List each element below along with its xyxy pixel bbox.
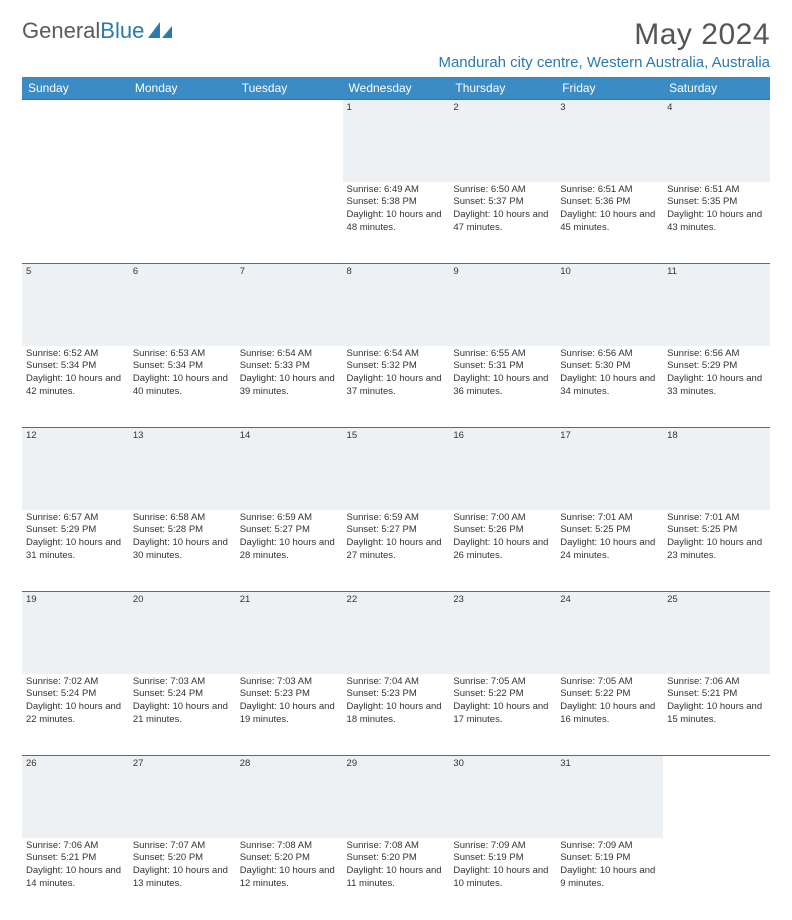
- day-number-row: 1234: [22, 100, 770, 182]
- day-detail-cell: Sunrise: 6:49 AM Sunset: 5:38 PM Dayligh…: [343, 182, 450, 264]
- day-number-cell: 27: [129, 756, 236, 838]
- day-detail-cell: Sunrise: 7:01 AM Sunset: 5:25 PM Dayligh…: [556, 510, 663, 592]
- day-number-cell: [236, 100, 343, 182]
- day-detail-cell: [22, 182, 129, 264]
- day-detail-cell: Sunrise: 6:56 AM Sunset: 5:29 PM Dayligh…: [663, 346, 770, 428]
- day-detail-cell: [236, 182, 343, 264]
- logo-sail-icon: [148, 22, 174, 40]
- day-number-row: 19202122232425: [22, 592, 770, 674]
- day-detail-row: Sunrise: 6:57 AM Sunset: 5:29 PM Dayligh…: [22, 510, 770, 592]
- weekday-header: Sunday: [22, 77, 129, 100]
- day-detail-row: Sunrise: 6:52 AM Sunset: 5:34 PM Dayligh…: [22, 346, 770, 428]
- day-number-cell: 2: [449, 100, 556, 182]
- day-number-cell: 12: [22, 428, 129, 510]
- day-detail-cell: Sunrise: 6:59 AM Sunset: 5:27 PM Dayligh…: [343, 510, 450, 592]
- title-block: May 2024 Mandurah city centre, Western A…: [438, 18, 770, 71]
- day-number-cell: 7: [236, 264, 343, 346]
- day-detail-cell: Sunrise: 6:51 AM Sunset: 5:35 PM Dayligh…: [663, 182, 770, 264]
- location: Mandurah city centre, Western Australia,…: [438, 54, 770, 71]
- day-detail-cell: Sunrise: 7:07 AM Sunset: 5:20 PM Dayligh…: [129, 838, 236, 920]
- logo: GeneralBlue: [22, 18, 174, 44]
- day-detail-cell: Sunrise: 6:54 AM Sunset: 5:33 PM Dayligh…: [236, 346, 343, 428]
- day-number-cell: 17: [556, 428, 663, 510]
- day-detail-cell: [663, 838, 770, 920]
- day-number-cell: 18: [663, 428, 770, 510]
- day-number-cell: 15: [343, 428, 450, 510]
- day-detail-row: Sunrise: 7:06 AM Sunset: 5:21 PM Dayligh…: [22, 838, 770, 920]
- weekday-header: Saturday: [663, 77, 770, 100]
- day-number-cell: 16: [449, 428, 556, 510]
- month-title: May 2024: [438, 18, 770, 52]
- day-number-cell: 25: [663, 592, 770, 674]
- day-number-cell: [22, 100, 129, 182]
- weekday-header: Tuesday: [236, 77, 343, 100]
- day-number-cell: 24: [556, 592, 663, 674]
- day-detail-cell: Sunrise: 7:05 AM Sunset: 5:22 PM Dayligh…: [449, 674, 556, 756]
- weekday-header: Wednesday: [343, 77, 450, 100]
- day-detail-row: Sunrise: 6:49 AM Sunset: 5:38 PM Dayligh…: [22, 182, 770, 264]
- day-number-row: 262728293031: [22, 756, 770, 838]
- weekday-header-row: SundayMondayTuesdayWednesdayThursdayFrid…: [22, 77, 770, 100]
- day-detail-cell: Sunrise: 6:52 AM Sunset: 5:34 PM Dayligh…: [22, 346, 129, 428]
- day-detail-cell: Sunrise: 7:00 AM Sunset: 5:26 PM Dayligh…: [449, 510, 556, 592]
- day-number-cell: 30: [449, 756, 556, 838]
- day-detail-cell: Sunrise: 7:03 AM Sunset: 5:24 PM Dayligh…: [129, 674, 236, 756]
- day-number-cell: 6: [129, 264, 236, 346]
- weekday-header: Friday: [556, 77, 663, 100]
- day-number-cell: 14: [236, 428, 343, 510]
- day-number-cell: 13: [129, 428, 236, 510]
- day-number-cell: 9: [449, 264, 556, 346]
- day-number-cell: 19: [22, 592, 129, 674]
- day-detail-cell: Sunrise: 7:02 AM Sunset: 5:24 PM Dayligh…: [22, 674, 129, 756]
- day-detail-cell: Sunrise: 6:58 AM Sunset: 5:28 PM Dayligh…: [129, 510, 236, 592]
- day-detail-row: Sunrise: 7:02 AM Sunset: 5:24 PM Dayligh…: [22, 674, 770, 756]
- day-number-cell: [663, 756, 770, 838]
- calendar-table: SundayMondayTuesdayWednesdayThursdayFrid…: [22, 77, 770, 920]
- day-number-cell: 11: [663, 264, 770, 346]
- day-number-cell: 21: [236, 592, 343, 674]
- day-number-cell: 4: [663, 100, 770, 182]
- day-number-cell: [129, 100, 236, 182]
- day-number-cell: 29: [343, 756, 450, 838]
- day-detail-cell: Sunrise: 6:56 AM Sunset: 5:30 PM Dayligh…: [556, 346, 663, 428]
- logo-text-blue: Blue: [100, 18, 144, 44]
- day-number-cell: 5: [22, 264, 129, 346]
- day-detail-cell: Sunrise: 7:04 AM Sunset: 5:23 PM Dayligh…: [343, 674, 450, 756]
- day-number-cell: 20: [129, 592, 236, 674]
- day-detail-cell: [129, 182, 236, 264]
- day-number-cell: 23: [449, 592, 556, 674]
- day-detail-cell: Sunrise: 7:09 AM Sunset: 5:19 PM Dayligh…: [449, 838, 556, 920]
- day-detail-cell: Sunrise: 7:08 AM Sunset: 5:20 PM Dayligh…: [236, 838, 343, 920]
- day-detail-cell: Sunrise: 6:53 AM Sunset: 5:34 PM Dayligh…: [129, 346, 236, 428]
- day-detail-cell: Sunrise: 7:01 AM Sunset: 5:25 PM Dayligh…: [663, 510, 770, 592]
- day-number-row: 12131415161718: [22, 428, 770, 510]
- day-number-cell: 31: [556, 756, 663, 838]
- day-number-cell: 3: [556, 100, 663, 182]
- day-detail-cell: Sunrise: 7:05 AM Sunset: 5:22 PM Dayligh…: [556, 674, 663, 756]
- day-number-row: 567891011: [22, 264, 770, 346]
- header: GeneralBlue May 2024 Mandurah city centr…: [22, 18, 770, 71]
- day-detail-cell: Sunrise: 7:09 AM Sunset: 5:19 PM Dayligh…: [556, 838, 663, 920]
- day-detail-cell: Sunrise: 7:03 AM Sunset: 5:23 PM Dayligh…: [236, 674, 343, 756]
- day-detail-cell: Sunrise: 6:59 AM Sunset: 5:27 PM Dayligh…: [236, 510, 343, 592]
- day-number-cell: 26: [22, 756, 129, 838]
- weekday-header: Thursday: [449, 77, 556, 100]
- day-number-cell: 22: [343, 592, 450, 674]
- weekday-header: Monday: [129, 77, 236, 100]
- day-detail-cell: Sunrise: 6:51 AM Sunset: 5:36 PM Dayligh…: [556, 182, 663, 264]
- day-detail-cell: Sunrise: 6:54 AM Sunset: 5:32 PM Dayligh…: [343, 346, 450, 428]
- day-number-cell: 1: [343, 100, 450, 182]
- day-detail-cell: Sunrise: 7:06 AM Sunset: 5:21 PM Dayligh…: [22, 838, 129, 920]
- day-number-cell: 8: [343, 264, 450, 346]
- day-number-cell: 10: [556, 264, 663, 346]
- day-detail-cell: Sunrise: 6:50 AM Sunset: 5:37 PM Dayligh…: [449, 182, 556, 264]
- day-detail-cell: Sunrise: 6:57 AM Sunset: 5:29 PM Dayligh…: [22, 510, 129, 592]
- day-number-cell: 28: [236, 756, 343, 838]
- day-detail-cell: Sunrise: 7:06 AM Sunset: 5:21 PM Dayligh…: [663, 674, 770, 756]
- logo-text-gray: General: [22, 18, 100, 44]
- day-detail-cell: Sunrise: 6:55 AM Sunset: 5:31 PM Dayligh…: [449, 346, 556, 428]
- day-detail-cell: Sunrise: 7:08 AM Sunset: 5:20 PM Dayligh…: [343, 838, 450, 920]
